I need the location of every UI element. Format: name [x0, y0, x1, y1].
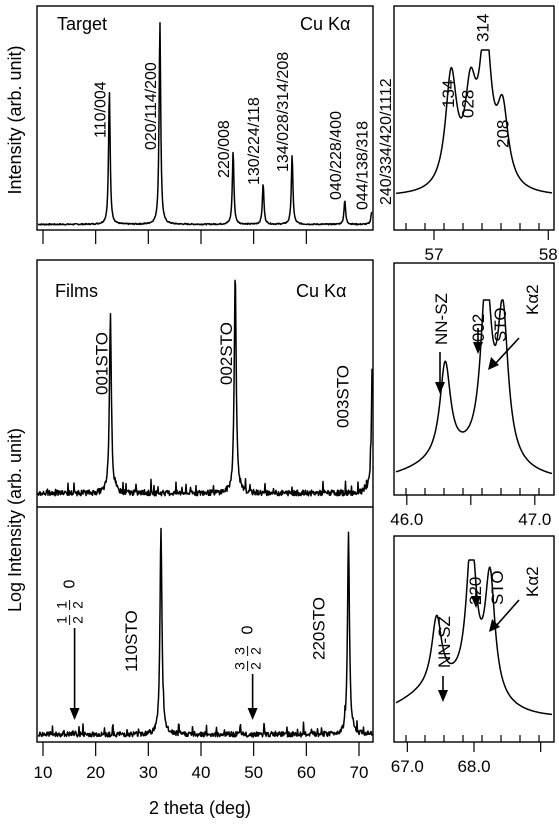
inset-46-label: 002: [469, 314, 488, 342]
target-peak-label: 134/028/314/208: [275, 52, 292, 172]
annotation-numerator: 1: [54, 601, 70, 609]
films-x-tick-label: 40: [192, 763, 211, 782]
target-peak-label: 020/114/200: [143, 62, 160, 150]
target-panel-frame: [36, 5, 374, 231]
annotation-numerator: 1: [54, 616, 70, 624]
films-annotation-1: 3 23 2 0: [232, 625, 264, 671]
inset-57-frame: [393, 5, 555, 231]
target-chart: 110/004 020/114/200 220/008 130/224/118 134/…: [37, 21, 395, 244]
inset-46-arrowhead: [488, 357, 499, 370]
annotation-numerator: 3: [232, 647, 248, 655]
films-peak-label: 220STO: [309, 597, 328, 660]
inset-46-chart: 46.0 47.0 NN-SZ 002 STO Kα2: [390, 284, 553, 529]
films-110-trace: [37, 527, 373, 738]
films-x-tick-label: 50: [244, 763, 263, 782]
films-x-tick-label: 20: [86, 763, 105, 782]
films-panel-frame: [36, 259, 374, 743]
films-annotation-arrowhead: [69, 708, 80, 720]
annotation-denominator: 2: [70, 616, 86, 624]
inset-57-peak-label: 314: [473, 14, 492, 42]
films-annotation-arrowhead: [247, 708, 258, 720]
films-x-tick-label: 60: [297, 763, 316, 782]
target-peak-label: 110/004: [92, 81, 109, 138]
target-peak-label: 130/224/118: [246, 97, 263, 185]
g-i46-x-tick-label: 47.0: [518, 510, 551, 529]
g-i57-x-tick-label: 57: [425, 245, 444, 264]
inset-68-arrowhead: [471, 596, 481, 608]
films-peak-label: 003STO: [334, 365, 353, 428]
films-label: Films: [55, 281, 98, 301]
films-source-label: Cu Kα: [296, 281, 346, 301]
inset-46-label: Kα2: [523, 284, 542, 315]
inset-46-label: NN-SZ: [432, 293, 451, 345]
annotation-tail: 0: [240, 625, 257, 634]
inset-46-arrow: [494, 337, 520, 365]
films-x-tick-label: 30: [139, 763, 158, 782]
target-peak-label: 220/008: [216, 120, 233, 178]
target-source-label: Cu Kα: [300, 14, 350, 34]
inset-46-frame: [393, 262, 555, 496]
g-i57-x-tick-label: 58: [539, 245, 558, 264]
inset-68-label: NN-SZ: [435, 616, 454, 668]
y-axis-label-top: Intensity (arb. unit): [5, 45, 25, 194]
inset-68-label: Kα2: [523, 566, 542, 597]
annotation-denominator: 2: [70, 601, 86, 609]
g-i68-x-tick-label: 68.0: [457, 757, 490, 776]
inset-68-arrow: [495, 599, 520, 627]
target-label: Target: [57, 14, 107, 34]
inset-57-peak-label: 134: [439, 80, 458, 108]
films-peak-label: 001STO: [92, 332, 111, 395]
target-trace: [37, 21, 373, 226]
annotation-tail: 0: [62, 579, 79, 588]
g-i57-trace: [395, 49, 553, 195]
g-i68-trace: [395, 559, 553, 716]
inset-68-label: STO: [488, 570, 507, 605]
inset-68-arrowhead: [489, 619, 500, 632]
films-annotation-0: 1 21 2 0: [54, 579, 86, 625]
x-axis-label: 2 theta (deg): [149, 798, 251, 818]
inset-46-label: STO: [491, 307, 510, 342]
inset-46-arrowhead: [473, 342, 483, 354]
target-peak-label: 040/228/400: [328, 111, 345, 200]
y-axis-label-bottom: Log Intensity (arb. unit): [5, 428, 25, 612]
films-x-tick-label: 10: [34, 763, 53, 782]
annotation-numerator: 3: [232, 662, 248, 670]
films-x-tick-label: 70: [350, 763, 369, 782]
g-i46-trace: [395, 299, 553, 475]
inset-57-chart: 57 58 134 028 314 208: [395, 14, 558, 264]
inset-46-arrowhead: [435, 382, 445, 394]
target-peak-label: 240/334/420/1112: [378, 78, 395, 205]
target-peak-label: 044/138/318: [355, 121, 372, 210]
g-i68-x-tick-label: 67.0: [391, 757, 424, 776]
annotation-denominator: 2: [248, 647, 264, 655]
annotation-denominator: 2: [248, 662, 264, 670]
inset-57-peak-label: 028: [459, 90, 478, 118]
films-001-trace: [37, 279, 373, 497]
g-i46-x-tick-label: 46.0: [390, 510, 423, 529]
inset-57-peak-label: 208: [494, 120, 513, 148]
inset-68-arrowhead: [438, 690, 448, 702]
films-peak-label: 002STO: [217, 322, 236, 385]
films-peak-label: 110STO: [122, 610, 141, 672]
